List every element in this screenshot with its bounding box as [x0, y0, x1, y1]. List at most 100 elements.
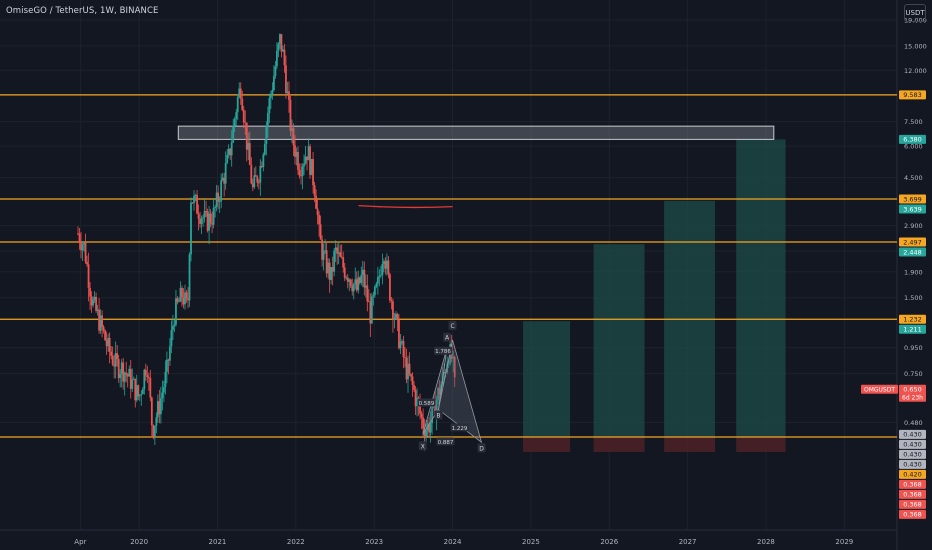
candle-body — [381, 263, 384, 276]
candle-body — [101, 315, 104, 327]
candle-body — [349, 279, 352, 286]
currency-button[interactable]: USDT — [904, 4, 926, 22]
price-axis-badge — [899, 314, 926, 324]
candle-body — [137, 385, 140, 397]
y-tick-label: 1.500 — [904, 294, 923, 302]
candle-body — [319, 224, 322, 240]
candle-body — [438, 387, 441, 395]
price-axis-badge-value: 6.380 — [903, 136, 922, 144]
candle-body — [128, 368, 131, 377]
x-tick-label: 2028 — [757, 538, 775, 546]
candle-body — [410, 373, 412, 377]
long-position-target-zone[interactable] — [523, 321, 571, 437]
price-axis-badge-value: 0.650 — [903, 386, 922, 394]
long-position-stop-zone[interactable] — [736, 437, 786, 452]
x-tick-label: 2029 — [835, 538, 853, 546]
long-position-stop-zone[interactable] — [523, 437, 571, 452]
candle-body — [390, 300, 393, 302]
candle-body — [209, 213, 212, 224]
candle-body — [226, 154, 229, 164]
candle-body — [327, 262, 330, 274]
candle-body — [241, 98, 244, 110]
candle-body — [247, 143, 250, 150]
candle-body — [425, 430, 427, 438]
candle-body — [382, 261, 385, 264]
candle-body — [227, 148, 230, 155]
candle-body — [431, 406, 434, 424]
candle-body — [282, 49, 284, 52]
symbol-badge-label: OMGUSDT — [864, 387, 895, 394]
candle-body — [342, 257, 345, 268]
candle-body — [140, 394, 143, 396]
candle-body — [386, 260, 388, 269]
candle-body — [178, 301, 180, 303]
candle-body — [389, 274, 391, 301]
candle-body — [307, 146, 310, 161]
candle-body — [90, 296, 93, 306]
candle-body — [337, 252, 340, 254]
candle-body — [159, 398, 162, 415]
candle-body — [153, 425, 156, 437]
candle-body — [429, 423, 432, 433]
candle-body — [156, 401, 159, 418]
long-position-target-zone[interactable] — [593, 244, 645, 437]
candle-body — [170, 330, 173, 347]
candle-body — [345, 277, 348, 279]
candle-body — [453, 356, 456, 378]
harmonic-triangle-xab[interactable] — [422, 347, 448, 435]
x-tick-label: Apr — [74, 538, 86, 546]
candle-body — [289, 99, 292, 131]
candle-body — [300, 175, 302, 177]
candle-body — [162, 387, 165, 393]
candle-body — [78, 233, 81, 243]
candle-body — [437, 387, 440, 400]
candle-body — [158, 401, 161, 415]
candle-body — [81, 244, 84, 251]
candle-body — [203, 210, 206, 218]
price-axis-badge — [899, 439, 926, 449]
price-axis-badge-value: 0.368 — [903, 491, 922, 499]
candle-body — [220, 180, 223, 202]
resistance-zone[interactable] — [177, 125, 775, 140]
candle-body — [395, 313, 397, 319]
long-position-stop-zone[interactable] — [593, 437, 645, 452]
long-position-stop-zone[interactable] — [664, 437, 716, 452]
trend-line-red[interactable] — [358, 204, 453, 209]
candle-body — [86, 261, 88, 265]
candle-body — [292, 128, 295, 146]
candle-body — [193, 195, 195, 204]
candle-body — [411, 376, 414, 385]
candle-body — [405, 357, 408, 380]
candle-body — [179, 287, 182, 302]
candle-body — [215, 192, 218, 207]
candle-body — [197, 213, 200, 219]
candle-body — [173, 324, 176, 326]
candle-body — [107, 338, 110, 347]
price-axis-badge — [899, 204, 926, 214]
candle-body — [224, 163, 227, 184]
price-axis-badge-value: 0.430 — [903, 431, 922, 439]
candle-body — [384, 261, 387, 269]
price-axis-badge-value: 2.448 — [903, 248, 922, 256]
candle-body — [141, 389, 144, 395]
candle-body — [206, 211, 209, 231]
price-axis-badge — [899, 247, 926, 257]
price-axis-badge — [899, 479, 926, 489]
candle-body — [92, 299, 94, 306]
candle-body — [93, 296, 96, 300]
y-tick-label: 0.480 — [904, 419, 923, 427]
candle-body — [291, 128, 293, 131]
candle-body — [202, 217, 204, 219]
harmonic-point-label: B — [436, 413, 440, 420]
price-axis-badge-value: 0.430 — [903, 441, 922, 449]
candle-body — [77, 233, 79, 235]
candle-body — [257, 182, 260, 184]
candle-body — [435, 399, 438, 418]
candle-body — [155, 417, 158, 426]
price-axis-badge — [899, 449, 926, 459]
candle-body — [181, 287, 183, 298]
harmonic-point-badge — [418, 441, 427, 451]
long-position-target-zone[interactable] — [736, 139, 786, 437]
